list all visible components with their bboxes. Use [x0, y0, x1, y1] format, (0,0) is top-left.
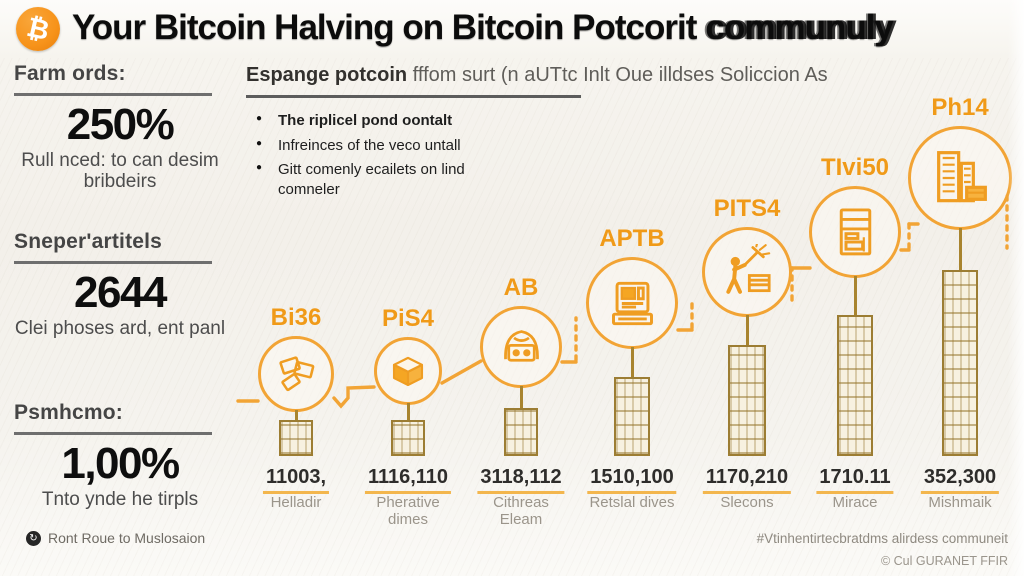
stat-value: 250% [66, 99, 175, 149]
chart-column-label: PITS4 [713, 195, 781, 222]
chart-stem [407, 403, 410, 420]
heading-underline [246, 95, 581, 98]
chart-value: 3118,112 [477, 466, 565, 494]
section-heading: Sneper'artitels [14, 230, 163, 253]
stat-description: Rull nced: to can desim bribdeirs [21, 149, 219, 192]
chart-bar [391, 420, 425, 456]
page-title-main: Your Bitcoin Halving on Bitcoin Potcorit [72, 8, 697, 47]
city-icon [937, 151, 987, 203]
sidebar-section-sneper: Sneper'artitels 2644 Clei phoses ard, en… [14, 230, 226, 339]
chart-bar [728, 345, 766, 456]
chart-bar [837, 315, 873, 456]
footnote-text: Ront Roue to Muslosaion [48, 530, 206, 546]
chart-value: 1170,210 [702, 466, 792, 494]
divider [14, 261, 212, 264]
page-title: Your Bitcoin Halving on Bitcoin Potcorit… [72, 8, 894, 48]
chart-value: 352,300 [920, 466, 1000, 494]
chart-stem [746, 315, 749, 345]
bitcoin-logo-icon: ₿ [16, 7, 60, 51]
chart-column-label: Ph14 [931, 94, 989, 121]
circle-arrow-icon: ↻ [26, 530, 41, 546]
chart-node-circle [809, 186, 901, 278]
heading-rest-part: fffom surt (n aUTtc Inlt Oue illdses Sol… [407, 64, 828, 86]
bullet-item: Infreinces of the veco untall [252, 136, 562, 156]
chart-stem [295, 410, 298, 420]
footer-credit: © Cul GURANET FFIR [880, 554, 1008, 568]
divider [14, 93, 212, 96]
mask-icon [503, 329, 539, 362]
sidebar-section-farm-ords: Farm ords: 250% Rull nced: to can desim … [14, 62, 226, 192]
chart-sublabel: Mishmaik [928, 494, 992, 511]
chart-node-circle [586, 257, 678, 349]
box-icon [392, 356, 424, 387]
section-heading: Farm ords: [14, 62, 126, 85]
chart-sublabel: Cithreas Eleam [493, 494, 549, 529]
footer-hashtag: #Vtinhentirtecbratdms alirdess communeit [756, 531, 1008, 546]
chart-node-circle [258, 336, 334, 412]
stat-description: Tnto ynde he tirpls [41, 488, 199, 510]
chart-column-label: AB [503, 274, 539, 301]
atm-icon [611, 281, 653, 325]
chart-column-label: APTB [599, 225, 665, 252]
chart-node-circle [374, 337, 442, 405]
chart-column-label: Bi36 [270, 304, 322, 331]
chart-node-circle [702, 227, 792, 317]
chart-column-label: PiS4 [381, 305, 435, 332]
chart-value: 1116,110 [364, 466, 452, 494]
sidebar-section-psmhcmo: Psmhcmo: 1,00% Tnto ynde he tirpls [14, 401, 226, 510]
bullet-item: The riplicel pond oontalt [252, 111, 562, 131]
chart-sublabel: Mirace [832, 494, 878, 511]
chart-value: 1710.11 [816, 466, 894, 494]
chart-stem [631, 347, 634, 377]
heading-bold-part: Espange potcoin [246, 64, 408, 86]
chart-stem [520, 386, 523, 408]
section-heading: Psmhcmo: [14, 401, 123, 424]
chart-sublabel: Slecons [720, 494, 774, 511]
chart-stem [959, 228, 962, 270]
chart-node-circle [908, 126, 1012, 230]
chart-value: 1510,100 [587, 466, 677, 494]
chart-node-circle [480, 306, 562, 388]
chart-value: 11003, [262, 466, 330, 494]
chart-sublabel: Helladir [270, 494, 322, 511]
stat-description: Clei phoses ard, ent panl [14, 317, 226, 339]
chart-stem [854, 276, 857, 315]
header-strip [0, 0, 1024, 58]
cards-icon [278, 355, 314, 391]
server-icon [839, 207, 871, 255]
stat-value: 2644 [74, 267, 167, 317]
page-title-smeared-word: communuly [705, 8, 893, 47]
bullet-item: Gitt comenly ecailets on lind comneler [252, 160, 488, 199]
chart-sublabel: Pherative dimes [376, 494, 440, 529]
stat-value: 1,00% [61, 438, 180, 488]
chart-bar [614, 377, 650, 456]
chart-column-label: TIvi50 [820, 154, 890, 181]
chart-bar [279, 420, 313, 456]
bullet-list: The riplicel pond oontalt Infreinces of … [252, 106, 562, 204]
chart-sublabel: Retslal dives [589, 494, 675, 511]
sidebar-footnote: ↻ Ront Roue to Muslosaion [26, 530, 205, 546]
chart-bar [942, 270, 978, 456]
divider [14, 432, 212, 435]
miner-icon [726, 244, 771, 294]
chart-section-heading: Espange potcoin fffom surt (n aUTtc Inlt… [246, 64, 828, 87]
chart-bar [504, 408, 538, 456]
